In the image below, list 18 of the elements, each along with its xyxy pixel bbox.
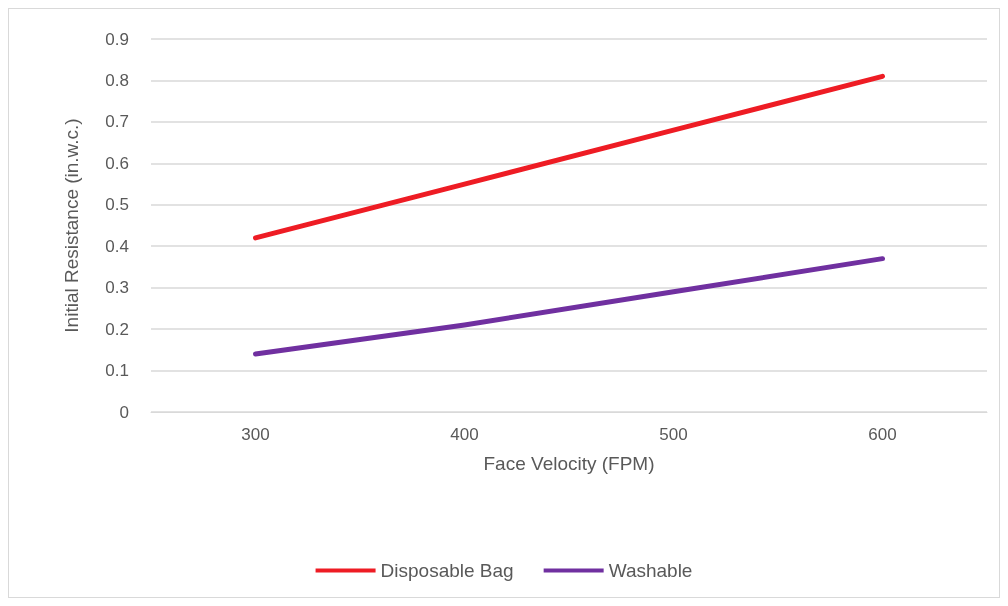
y-tick-label: 0.8	[105, 70, 129, 90]
legend-label: Washable	[608, 560, 693, 581]
x-tick-label: 400	[450, 425, 479, 444]
y-tick-label: 0.4	[105, 236, 129, 256]
y-tick-label: 0	[119, 402, 129, 422]
x-axis-title: Face Velocity (FPM)	[483, 453, 655, 474]
x-tick-label: 600	[868, 425, 897, 444]
x-tick-label: 300	[241, 425, 270, 444]
y-tick-label: 0.2	[105, 319, 129, 339]
y-tick-label: 0.5	[105, 195, 129, 215]
y-tick-label: 0.3	[105, 278, 129, 298]
legend-label: Disposable Bag	[380, 560, 514, 581]
y-tick-label: 0.1	[105, 361, 129, 381]
x-tick-label: 500	[659, 425, 688, 444]
y-axis-title: Initial Resistance (in.w.c.)	[61, 118, 82, 333]
y-tick-label: 0.7	[105, 112, 129, 132]
y-tick-label: 0.9	[105, 29, 129, 49]
y-tick-label: 0.6	[105, 153, 129, 173]
